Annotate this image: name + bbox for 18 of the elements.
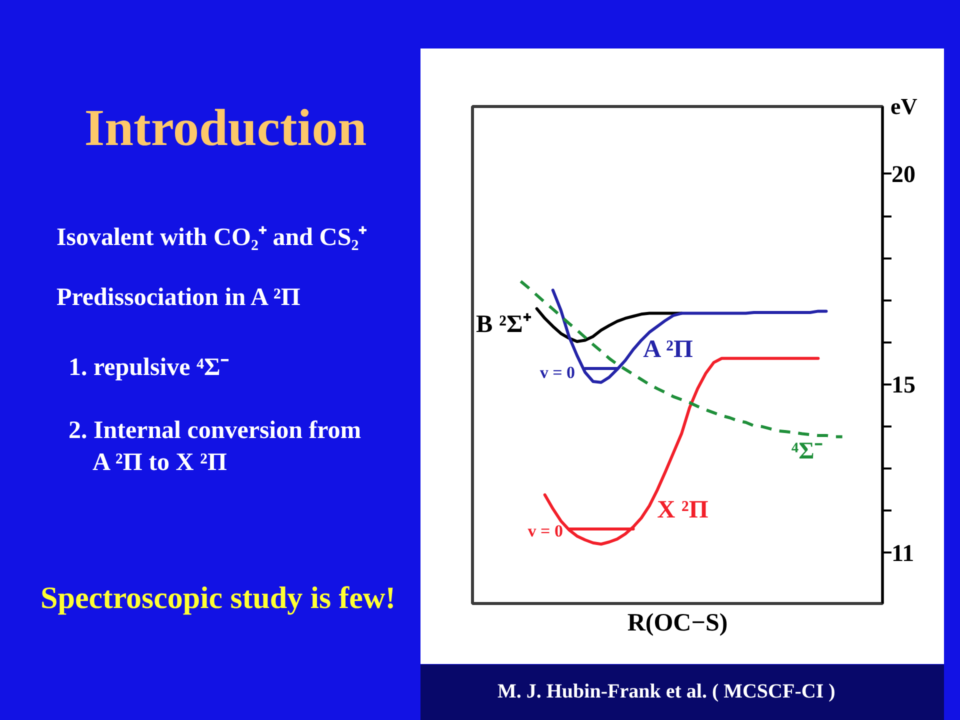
y-tick-label: 20 — [892, 162, 916, 188]
text: 1. repulsive ⁴Σ⁻ — [68, 354, 230, 381]
series-label: ⁴Σ⁻ — [791, 438, 822, 465]
x-axis-title: R(OC−S) — [627, 610, 728, 636]
text: 2. Internal conversion from A ²Π to X ²Π — [68, 417, 362, 476]
series-label: v = 0 — [540, 362, 576, 382]
series-label: A ²Π — [643, 336, 693, 363]
y-axis-title: eV — [890, 94, 918, 119]
text: Spectroscopic study is few! — [40, 580, 396, 615]
text: Isovalent with CO₂⁺ and CS₂⁺ — [56, 224, 368, 251]
y-tick-label: 15 — [892, 372, 916, 398]
text: Predissociation in A ²Π — [56, 284, 300, 311]
chart-title: Introduction — [84, 100, 367, 157]
y-tick-label: 11 — [892, 540, 914, 567]
text: M. J. Hubin-Frank et al. ( MCSCF-CI ) — [498, 680, 836, 702]
series-label: v = 0 — [528, 521, 563, 540]
series-label: B ²Σ⁺ — [476, 311, 532, 338]
series-label: X ²Π — [657, 496, 708, 524]
